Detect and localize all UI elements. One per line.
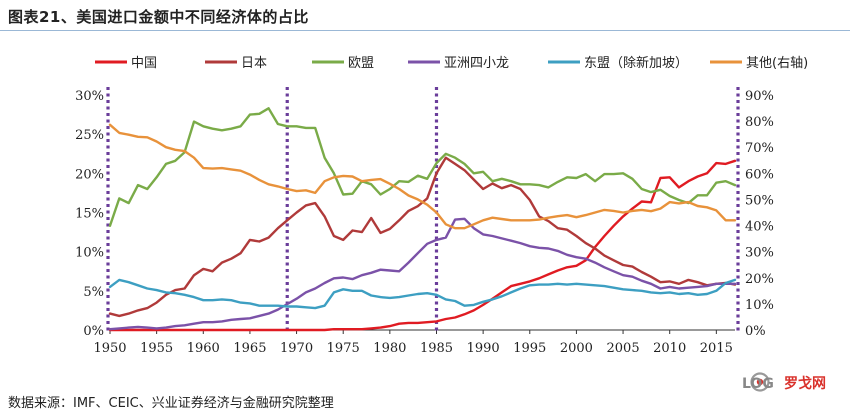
left-tick-label: 10% (75, 246, 104, 261)
right-tick-label: 10% (745, 298, 774, 313)
x-tick-label: 2000 (560, 341, 593, 356)
left-tick-label: 0% (83, 324, 104, 339)
x-tick-label: 1980 (373, 341, 406, 356)
right-tick-label: 60% (745, 167, 774, 182)
x-tick-label: 1950 (93, 341, 126, 356)
left-tick-label: 5% (83, 285, 104, 300)
right-tick-label: 80% (745, 115, 774, 130)
logo: LOG 罗戈网 (742, 372, 826, 392)
x-tick-label: 1955 (140, 341, 173, 356)
source-note: 数据来源：IMF、CEIC、兴业证券经济与金融研究院整理 (8, 396, 334, 411)
x-tick-label: 1975 (327, 341, 360, 356)
legend-label: 中国 (131, 56, 157, 71)
legend-label: 其他(右轴) (746, 56, 808, 71)
x-tick-label: 1990 (467, 341, 500, 356)
x-tick-label: 2010 (653, 341, 686, 356)
logo-ring-icon (750, 372, 770, 392)
left-tick-label: 30% (75, 89, 104, 104)
right-tick-label: 0% (745, 324, 766, 339)
logo-latin: LOG (742, 376, 774, 392)
legend-label: 欧盟 (348, 56, 374, 71)
series-lines (108, 107, 737, 332)
right-tick-label: 20% (745, 272, 774, 287)
right-tick-label: 30% (745, 246, 774, 261)
x-tick-label: 1995 (513, 341, 546, 356)
right-tick-label: 40% (745, 220, 774, 235)
right-tick-label: 50% (745, 193, 774, 208)
left-tick-label: 25% (75, 128, 104, 143)
right-tick-label: 70% (745, 141, 774, 156)
x-tick-label: 2005 (607, 341, 640, 356)
logo-cjk: 罗戈网 (784, 375, 826, 392)
series-line (108, 156, 737, 318)
series-line (108, 123, 737, 230)
chart: 中国 日本 欧盟 亚洲四小龙 东盟（除新加坡） 其他(右轴) 0% 5% 10% 15% 20% 2… (75, 55, 808, 356)
legend: 中国 日本 欧盟 亚洲四小龙 东盟（除新加坡） 其他(右轴) (95, 55, 808, 71)
x-tick-label: 2015 (700, 341, 733, 356)
logo-dot-icon (756, 378, 764, 386)
left-tick-label: 15% (75, 207, 104, 222)
x-tick-label: 1965 (233, 341, 266, 356)
page-title: 图表21、美国进口金额中不同经济体的占比 (8, 8, 309, 26)
axes: 0% 5% 10% 15% 20% 25% 30% 0% 10% 20% 30% 40% 50% 60% 7… (75, 87, 774, 356)
right-tick-label: 90% (745, 89, 774, 104)
series-line (108, 159, 737, 332)
series-line (108, 278, 737, 310)
left-tick-label: 20% (75, 167, 104, 182)
x-tick-label: 1960 (187, 341, 220, 356)
legend-label: 日本 (241, 56, 267, 71)
title-divider (0, 30, 850, 31)
series-line (108, 107, 737, 228)
legend-label: 东盟（除新加坡） (584, 55, 688, 71)
series-line (108, 217, 737, 331)
legend-label: 亚洲四小龙 (444, 56, 509, 71)
x-tick-label: 1970 (280, 341, 313, 356)
x-tick-label: 1985 (420, 341, 453, 356)
